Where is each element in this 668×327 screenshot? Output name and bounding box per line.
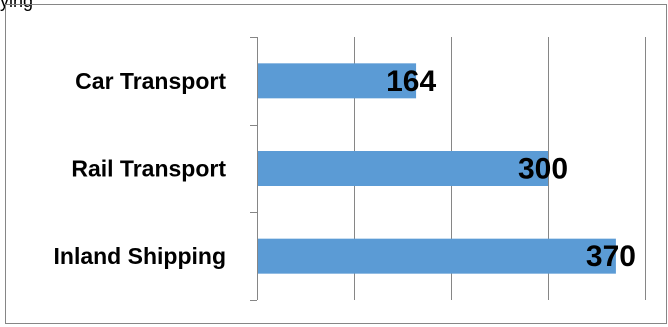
- top-clipped-text: ying: [0, 0, 34, 11]
- chart-frame: [5, 4, 667, 324]
- category-label: Inland Shipping: [54, 243, 226, 269]
- category-axis: [250, 37, 258, 301]
- category-label: Rail Transport: [71, 156, 226, 182]
- bar: [258, 63, 417, 99]
- labels: Car Transport 164 Rail Transport 300 Inland …: [54, 65, 636, 273]
- data-label: 300: [518, 153, 568, 186]
- data-label: 164: [386, 65, 436, 98]
- category-label: Car Transport: [75, 68, 226, 94]
- bars: [258, 63, 616, 274]
- bar: [258, 151, 548, 186]
- data-label: 370: [586, 240, 636, 273]
- bar: [258, 238, 616, 274]
